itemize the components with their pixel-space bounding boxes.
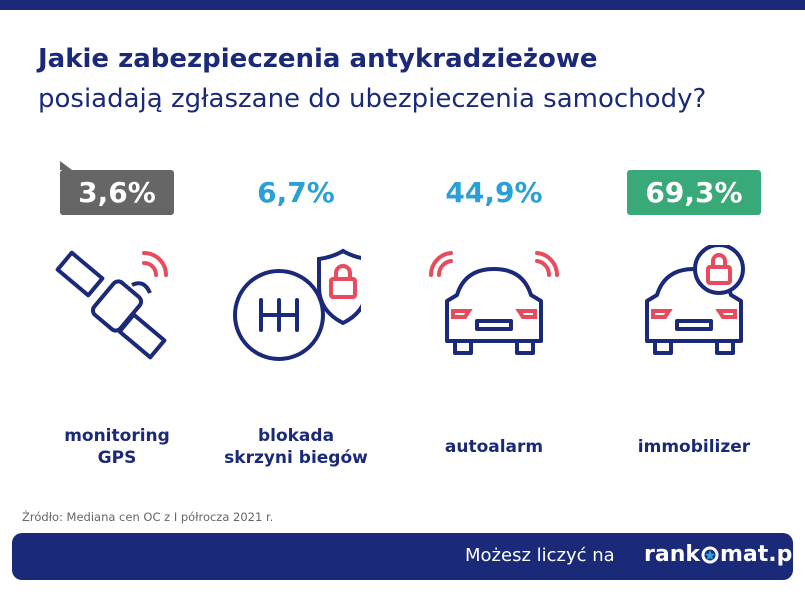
item: 6,7% bbox=[201, 170, 391, 365]
car-alarm-icon bbox=[429, 251, 559, 355]
top-bar bbox=[0, 0, 805, 10]
gearbox-icon bbox=[233, 248, 361, 361]
brand-text: rank bbox=[644, 542, 700, 567]
brand: rank mat.pl bbox=[644, 542, 800, 567]
item: 3,6% bbox=[22, 161, 212, 365]
title: Jakie zabezpieczenia antykradzieżowe bbox=[38, 44, 598, 74]
label-line: GPS bbox=[97, 448, 137, 468]
item-label: blokada skrzyni biegów bbox=[201, 425, 391, 469]
label-line: blokada bbox=[257, 426, 335, 446]
item-label: autoalarm bbox=[399, 436, 589, 458]
footer: Możesz liczyć na rank mat.pl bbox=[12, 533, 800, 580]
gps-icon bbox=[55, 250, 168, 360]
label-line: autoalarm bbox=[444, 437, 544, 457]
value-badge: 3,6% bbox=[60, 161, 174, 215]
item: 69,3% bbox=[599, 170, 789, 365]
brand-icon bbox=[701, 546, 719, 563]
source: Źródło: Mediana cen OC z I półrocza 2021… bbox=[22, 510, 274, 524]
value-badge: 44,9% bbox=[445, 176, 543, 209]
item-label: immobilizer bbox=[599, 436, 789, 458]
value-badge: 69,3% bbox=[627, 170, 761, 215]
subtitle: posiadają zgłaszane do ubezpieczenia sam… bbox=[38, 84, 707, 114]
label-line: immobilizer bbox=[637, 437, 751, 457]
item: 44,9% bbox=[399, 170, 589, 365]
item-label: monitoring GPS bbox=[22, 425, 212, 469]
label-line: skrzyni biegów bbox=[224, 448, 368, 468]
brand-text: mat.pl bbox=[720, 542, 800, 567]
immobilizer-icon bbox=[645, 245, 745, 355]
slogan: Możesz liczyć na bbox=[465, 545, 615, 566]
value-badge: 6,7% bbox=[257, 176, 335, 209]
label-line: monitoring bbox=[64, 426, 170, 446]
